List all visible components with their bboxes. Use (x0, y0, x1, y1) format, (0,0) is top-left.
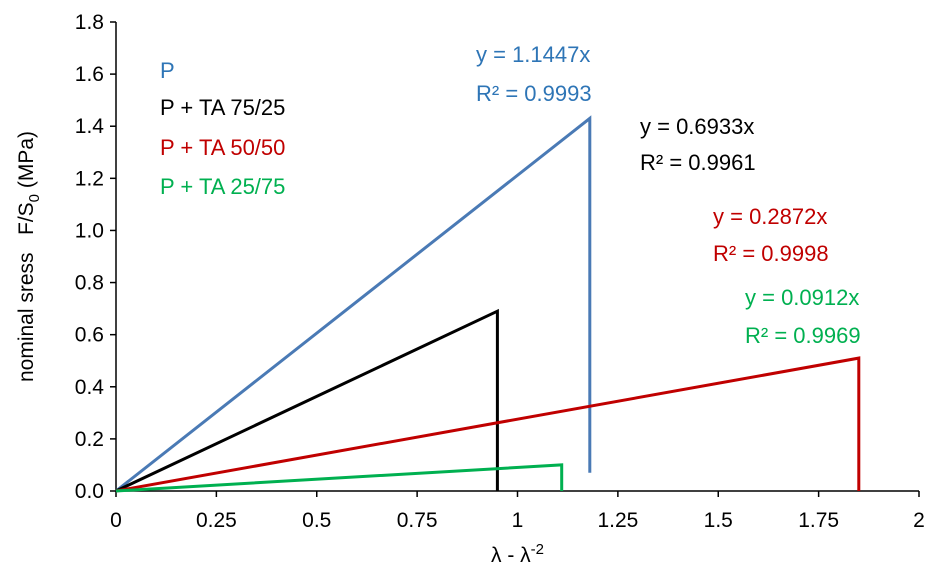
y-tick-label: 0.8 (75, 272, 104, 295)
y-tick-label: 0.2 (75, 428, 104, 451)
x-axis-title: λ - λ-2 (491, 541, 544, 567)
fit-r2-p: R² = 0.9993 (476, 81, 592, 106)
y-tick-label: 0.0 (75, 480, 104, 503)
y-tick-label: 1.6 (75, 63, 104, 86)
y-axis-title-subscript: 0 (26, 194, 43, 202)
y-axis-title-main: nominal sress F/S (15, 202, 38, 382)
x-axis-title-main: λ - λ (491, 544, 531, 567)
series-layer (115, 115, 861, 493)
x-tick-label: 1.25 (597, 509, 638, 532)
fit-equation-p-ta-75-25: y = 0.6933x (640, 114, 754, 139)
fit-annotations: y = 1.1447x R² = 0.9993 y = 0.6933x R² =… (476, 42, 861, 348)
legend: P P + TA 75/25 P + TA 50/50 P + TA 25/75 (160, 58, 285, 199)
y-tick-label: 1.2 (75, 167, 104, 190)
y-tick-label: 1.4 (75, 115, 105, 138)
y-tick-label: 1.8 (75, 11, 104, 34)
fit-equation-p-ta-25-75: y = 0.0912x (745, 285, 859, 310)
series-line-0 (115, 115, 592, 493)
y-axis-ticks: 0.0 0.2 0.4 0.6 0.8 1.0 1.2 1.4 1.6 1.8 (75, 11, 116, 503)
x-axis-title-superscript: -2 (531, 541, 544, 558)
y-tick-label: 1.0 (75, 219, 104, 242)
fit-equation-p: y = 1.1447x (476, 42, 590, 67)
fit-r2-p-ta-50-50: R² = 0.9998 (713, 241, 829, 266)
x-tick-label: 0.5 (302, 509, 331, 532)
x-tick-label: 2 (913, 509, 925, 532)
x-tick-label: 1.75 (798, 509, 839, 532)
x-tick-label: 1.5 (704, 509, 733, 532)
series-line-2 (115, 356, 861, 493)
x-tick-label: 1 (512, 509, 524, 532)
x-axis-ticks: 0 0.25 0.5 0.75 1 1.25 1.5 1.75 2 (110, 491, 925, 532)
series-line-3 (115, 463, 564, 493)
y-axis-title-unit: (MPa) (15, 131, 38, 194)
series-line-1 (115, 308, 499, 493)
x-tick-label: 0.25 (196, 509, 237, 532)
x-tick-label: 0.75 (397, 509, 438, 532)
legend-entry-p-ta-50-50: P + TA 50/50 (160, 135, 285, 160)
plot-area: 0 0.25 0.5 0.75 1 1.25 1.5 1.75 2 0.00.20.40.60.… (75, 11, 925, 532)
legend-entry-p-ta-75-25: P + TA 75/25 (160, 95, 285, 120)
fit-r2-p-ta-75-25: R² = 0.9961 (640, 150, 756, 175)
y-axis-title: nominal sress F/S0 (MPa) (15, 131, 43, 382)
legend-entry-p: P (160, 58, 175, 83)
y-tick-label: 0.4 (75, 376, 105, 399)
fit-r2-p-ta-25-75: R² = 0.9969 (745, 323, 861, 348)
fit-equation-p-ta-50-50: y = 0.2872x (713, 204, 827, 229)
y-tick-label: 0.6 (75, 324, 104, 347)
x-tick-label: 0 (110, 509, 122, 532)
legend-entry-p-ta-25-75: P + TA 25/75 (160, 174, 285, 199)
